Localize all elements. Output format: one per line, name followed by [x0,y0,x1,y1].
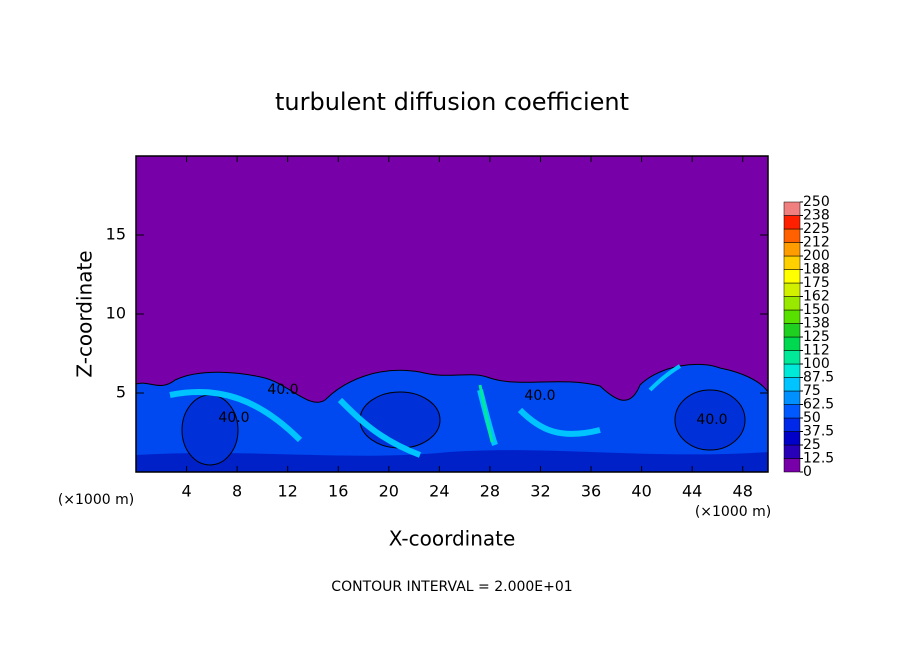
colorbar-tick-label: 37.5 [803,424,834,440]
x-axis-label: X-coordinate [389,527,516,551]
colorbar-bin [783,282,801,297]
footer: CONTOUR INTERVAL = 2.000E+01 [331,579,572,595]
colorbar-bin [783,363,801,378]
y-tick-label: 15 [106,225,126,244]
eddy [674,389,746,451]
y-axis-label: Z-coordinate [73,250,97,377]
colorbar-bin [783,255,801,270]
colorbar-tick-label: 175 [803,275,830,291]
colorbar-bin [783,404,801,419]
colorbar-tick-label: 12.5 [803,451,834,467]
colorbar-tick-label: 0 [803,464,812,480]
x-tick-label: 48 [733,482,753,501]
colorbar-bin [783,309,801,324]
colorbar-bin [783,242,801,257]
x-tick-label: 36 [581,482,601,501]
colorbar-tick-label: 212 [803,235,830,251]
colorbar-tick-label: 138 [803,316,830,332]
turbulent-layer [135,363,769,473]
colorbar-tick-label: 238 [803,208,830,224]
colorbar-tick-label: 50 [803,410,821,426]
colorbar-bin [783,458,801,473]
colorbar-tick-label: 162 [803,289,830,305]
contour-label: 40.0 [524,388,555,404]
colorbar-tick-label: 75 [803,383,821,399]
colorbar-bin [783,444,801,459]
colorbar-tick-label: 200 [803,248,830,264]
plume [648,364,682,392]
colorbar-bin [783,377,801,392]
x-tick-label: 24 [429,482,449,501]
field [135,156,769,473]
colorbar-bin [783,350,801,365]
x-tick-label: 8 [232,482,242,501]
colorbar-tick-label: 100 [803,356,830,372]
contour-label: 40.0 [218,410,249,426]
y-tick-label: 10 [106,304,126,323]
x-tick-label: 32 [530,482,550,501]
colorbar-tick-label: 25 [803,437,821,453]
colorbar-bin [783,201,801,216]
y-tick-label: 5 [116,383,126,402]
contour-label: 40.0 [696,412,727,428]
colorbar-tick-label: 250 [803,194,830,210]
contour-label: 40.0 [267,382,298,398]
colorbar-bin [783,323,801,338]
surface-layer [136,450,768,472]
colorbar-tick-label: 112 [803,343,830,359]
chart-title: turbulent diffusion coefficient [275,88,629,116]
x-tick-label: 4 [181,482,191,501]
x-tick-label: 16 [328,482,348,501]
colorbar-tick-label: 188 [803,262,830,278]
colorbar-tick-label: 87.5 [803,370,834,386]
colorbar-bin [783,269,801,284]
x-tick-label: 40 [631,482,651,501]
colorbar-bin [783,296,801,311]
colorbar-bin [783,215,801,230]
colorbar-bin [783,390,801,405]
eddy [359,391,441,449]
colorbar-tick-label: 62.5 [803,397,834,413]
eddy [181,394,239,466]
colorbar-bin [783,228,801,243]
x-tick-label: 20 [379,482,399,501]
colorbar-bin [783,336,801,351]
colorbar-tick-label: 225 [803,221,830,237]
x-tick-label: 44 [682,482,702,501]
colorbar-tick-label: 150 [803,302,830,318]
x-unit-label: (×1000 m) [695,504,771,520]
x-tick-label: 28 [480,482,500,501]
plume [478,384,494,443]
colorbar-bin [783,417,801,432]
x-unit-label: (×1000 m) [58,492,134,508]
colorbar-bin [783,431,801,446]
plume [169,389,601,458]
colorbar-tick-label: 125 [803,329,830,345]
x-tick-label: 12 [278,482,298,501]
